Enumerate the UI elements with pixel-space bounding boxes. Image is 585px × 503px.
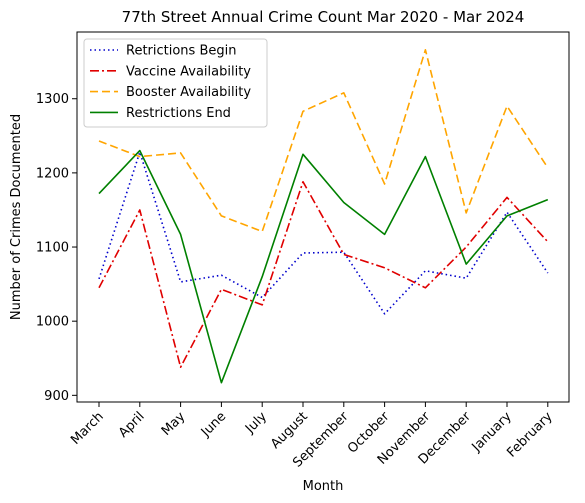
y-tick-label: 1300: [36, 92, 69, 107]
x-axis-label: Month: [303, 479, 344, 494]
legend-label: Restrictions End: [126, 106, 231, 121]
series-line: [98, 48, 549, 233]
legend-label: Booster Availability: [126, 85, 251, 100]
series-line: [98, 149, 549, 384]
x-axis: March April May June JulyAugustSeptemberOcto…: [68, 402, 556, 471]
x-tick-label: May: [159, 409, 189, 439]
legend-label: Retrictions Begin: [126, 44, 236, 59]
y-tick-label: 1100: [36, 241, 69, 256]
x-tick-label: February: [504, 409, 556, 461]
legend-box: [83, 38, 268, 128]
chart-title: 77th Street Annual Crime Count Mar 2020 …: [122, 8, 525, 26]
series-line: [98, 151, 549, 315]
y-tick-label: 1000: [36, 315, 69, 330]
plot-frame: [76, 31, 570, 403]
series-layer: [98, 48, 549, 384]
y-axis: 900 1000 1100 1200 1300: [36, 92, 77, 404]
series-line: [98, 181, 549, 369]
x-tick-label: July: [242, 409, 270, 437]
x-tick-label: March: [68, 409, 107, 448]
legend-label: Vaccine Availability: [126, 64, 251, 79]
y-axis-label: Number of Crimes Documented: [9, 114, 24, 320]
y-tick-label: 900: [44, 389, 69, 404]
x-tick-label: April: [116, 409, 148, 441]
legend: Retrictions Begin Vaccine Availability Boo…: [83, 38, 268, 128]
x-tick-label: June: [198, 409, 229, 440]
y-tick-label: 1200: [36, 166, 69, 181]
